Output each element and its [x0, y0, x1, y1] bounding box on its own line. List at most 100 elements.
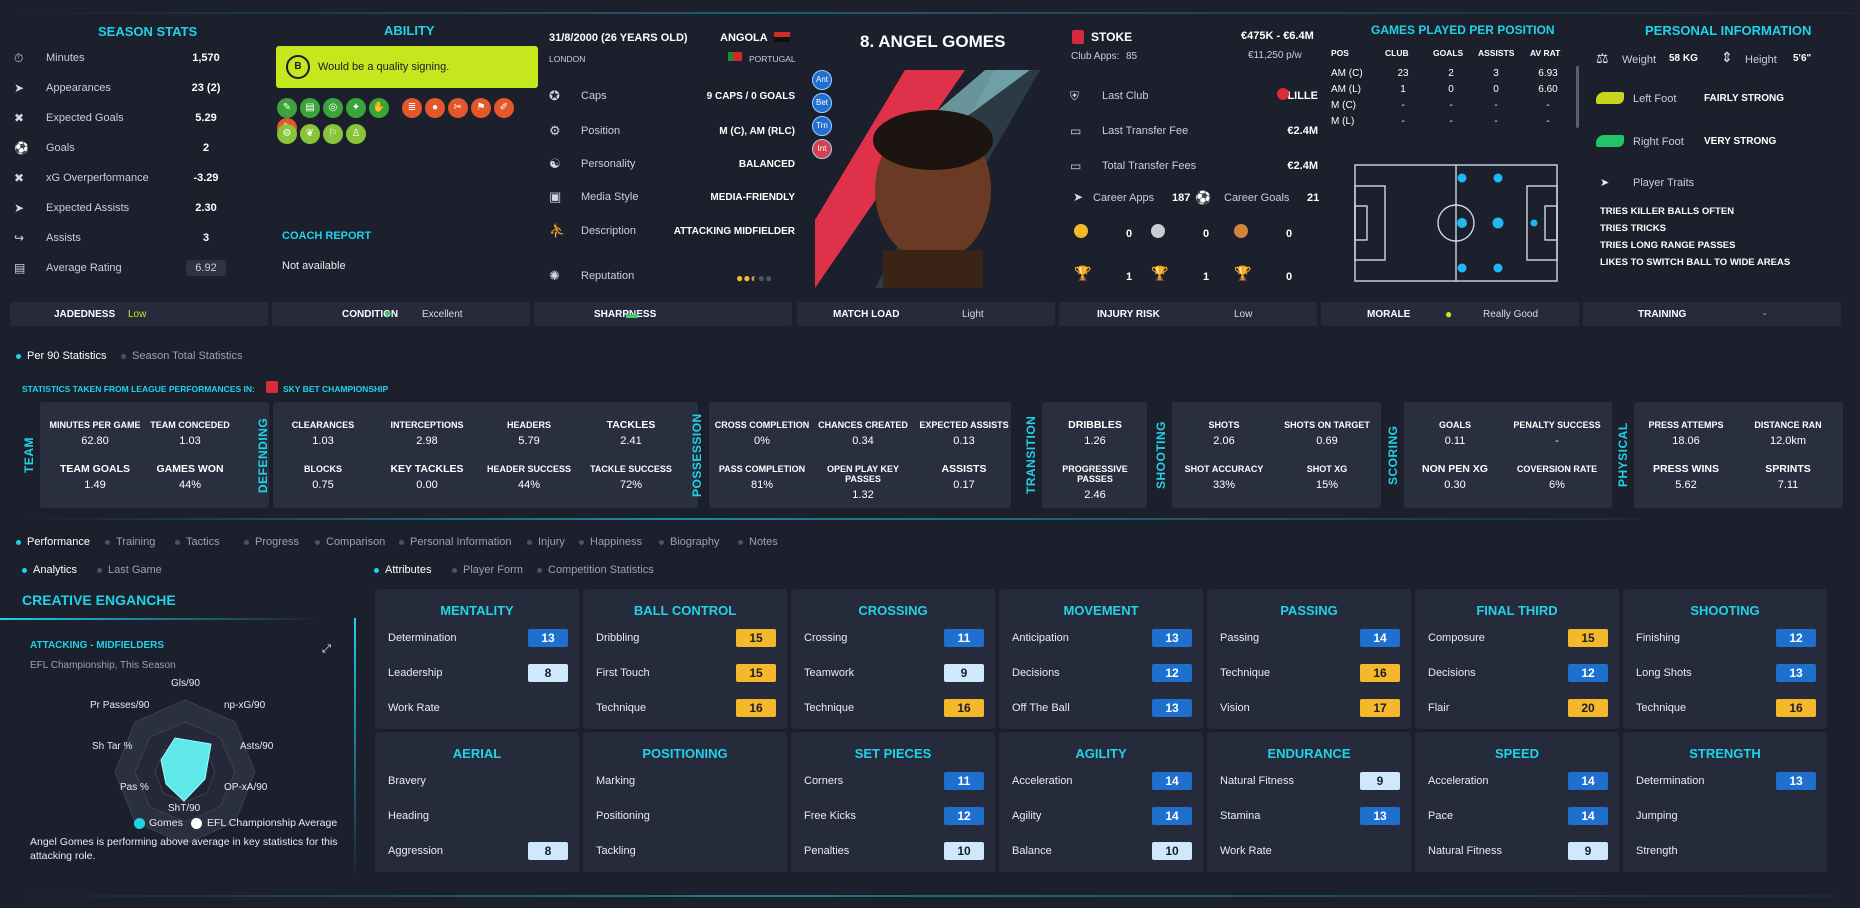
- attr-row[interactable]: Dribbling 15: [596, 628, 776, 648]
- gpp-header[interactable]: AV RAT: [1530, 48, 1561, 58]
- attr-row[interactable]: Free Kicks 12: [804, 806, 984, 826]
- attr-row[interactable]: Technique 16: [1220, 663, 1400, 683]
- club-row-value: €2.4M: [1287, 125, 1318, 137]
- skill-icon[interactable]: ♙: [346, 124, 366, 144]
- club-row-value[interactable]: LILLE: [1287, 90, 1318, 102]
- attr-name: Technique: [1636, 702, 1687, 714]
- tab-notes[interactable]: Notes: [738, 536, 778, 548]
- status-morale[interactable]: MORALE ● Really Good: [1321, 302, 1579, 326]
- tab-player-form[interactable]: Player Form: [452, 564, 523, 576]
- expand-icon[interactable]: ⤢: [322, 643, 331, 655]
- attr-row[interactable]: Corners 11: [804, 771, 984, 791]
- skill-icon[interactable]: ⚐: [323, 124, 343, 144]
- player-tag[interactable]: Trn: [812, 116, 832, 136]
- skill-icon[interactable]: ✋: [369, 98, 389, 118]
- attr-row[interactable]: Tackling: [596, 841, 776, 861]
- attr-row[interactable]: Long Shots 13: [1636, 663, 1816, 683]
- gpp-scrollbar[interactable]: [1576, 66, 1579, 128]
- tab-training[interactable]: Training: [105, 536, 155, 548]
- attr-row[interactable]: Technique 16: [804, 698, 984, 718]
- gpp-header[interactable]: GOALS: [1433, 48, 1464, 58]
- status-injury-risk[interactable]: INJURY RISK Low: [1059, 302, 1317, 326]
- player-tag[interactable]: Ant: [812, 70, 832, 90]
- attr-row[interactable]: Leadership 8: [388, 663, 568, 683]
- status-jadedness[interactable]: JADEDNESS Low: [10, 302, 268, 326]
- club-name[interactable]: STOKE: [1091, 30, 1133, 44]
- tab-last-game[interactable]: Last Game: [97, 564, 162, 576]
- skill-icon[interactable]: ▤: [300, 98, 320, 118]
- status-sharpness[interactable]: SHARPNESS ▬: [534, 302, 792, 326]
- attr-row[interactable]: Work Rate: [388, 698, 568, 718]
- attr-row[interactable]: Bravery: [388, 771, 568, 791]
- skill-icon[interactable]: ≣: [402, 98, 422, 118]
- tab-personal-information[interactable]: Personal Information: [399, 536, 512, 548]
- attr-row[interactable]: Decisions 12: [1428, 663, 1608, 683]
- attr-row[interactable]: Composure 15: [1428, 628, 1608, 648]
- attr-row[interactable]: Off The Ball 13: [1012, 698, 1192, 718]
- attr-row[interactable]: First Touch 15: [596, 663, 776, 683]
- tab-per90[interactable]: Per 90 Statistics: [16, 350, 106, 362]
- skill-icon[interactable]: ⚙: [277, 124, 297, 144]
- attr-row[interactable]: Anticipation 13: [1012, 628, 1192, 648]
- tab-progress[interactable]: Progress: [244, 536, 299, 548]
- attr-row[interactable]: Technique 16: [1636, 698, 1816, 718]
- attr-row[interactable]: Work Rate: [1220, 841, 1400, 861]
- attr-row[interactable]: Technique 16: [596, 698, 776, 718]
- skill-icon[interactable]: ❦: [300, 124, 320, 144]
- attr-row[interactable]: Crossing 11: [804, 628, 984, 648]
- attr-row[interactable]: Penalties 10: [804, 841, 984, 861]
- skill-icon[interactable]: ✂: [448, 98, 468, 118]
- tab-season-total[interactable]: Season Total Statistics: [121, 350, 242, 362]
- status-match-load[interactable]: MATCH LOAD Light: [797, 302, 1055, 326]
- status-training[interactable]: TRAINING -: [1583, 302, 1841, 326]
- tab-biography[interactable]: Biography: [659, 536, 720, 548]
- attr-row[interactable]: Natural Fitness 9: [1220, 771, 1400, 791]
- season-stat-value: 2: [202, 142, 210, 154]
- skill-icon[interactable]: ✎: [277, 98, 297, 118]
- tab-performance[interactable]: Performance: [16, 536, 90, 548]
- stat-label: GOALS: [1438, 420, 1471, 430]
- ability-rating-box[interactable]: B Would be a quality signing.: [276, 46, 538, 88]
- attr-row[interactable]: Jumping: [1636, 806, 1816, 826]
- attr-row[interactable]: Marking: [596, 771, 776, 791]
- attr-row[interactable]: Finishing 12: [1636, 628, 1816, 648]
- player-tag[interactable]: Int: [812, 139, 832, 159]
- attr-row[interactable]: Agility 14: [1012, 806, 1192, 826]
- attr-row[interactable]: Passing 14: [1220, 628, 1400, 648]
- tab-attributes[interactable]: Attributes: [374, 564, 431, 576]
- attr-row[interactable]: Natural Fitness 9: [1428, 841, 1608, 861]
- tab-injury[interactable]: Injury: [527, 536, 565, 548]
- attr-row[interactable]: Heading: [388, 806, 568, 826]
- attr-row[interactable]: Acceleration 14: [1012, 771, 1192, 791]
- status-condition[interactable]: CONDITION ♥ Excellent: [272, 302, 530, 326]
- player-tag[interactable]: Bet: [812, 93, 832, 113]
- attr-row[interactable]: Flair 20: [1428, 698, 1608, 718]
- tab-tactics[interactable]: Tactics: [175, 536, 220, 548]
- attr-row[interactable]: Teamwork 9: [804, 663, 984, 683]
- skill-icon[interactable]: ◎: [323, 98, 343, 118]
- skill-icon[interactable]: ✐: [494, 98, 514, 118]
- attr-row[interactable]: Determination 13: [388, 628, 568, 648]
- attr-row[interactable]: Strength: [1636, 841, 1816, 861]
- attr-row[interactable]: Stamina 13: [1220, 806, 1400, 826]
- tab-analytics[interactable]: Analytics: [22, 564, 77, 576]
- attr-row[interactable]: Positioning: [596, 806, 776, 826]
- attr-value-badge: 17: [1360, 699, 1400, 717]
- attr-row[interactable]: Decisions 12: [1012, 663, 1192, 683]
- gpp-header[interactable]: CLUB: [1385, 48, 1409, 58]
- role-context: EFL Championship, This Season: [30, 660, 176, 671]
- league-name[interactable]: SKY BET CHAMPIONSHIP: [283, 384, 389, 394]
- tab-competition-stats[interactable]: Competition Statistics: [537, 564, 654, 576]
- skill-icon[interactable]: ✦: [346, 98, 366, 118]
- tab-comparison[interactable]: Comparison: [315, 536, 385, 548]
- skill-icon[interactable]: ●: [425, 98, 445, 118]
- attr-row[interactable]: Acceleration 14: [1428, 771, 1608, 791]
- attr-row[interactable]: Vision 17: [1220, 698, 1400, 718]
- skill-icon[interactable]: ⚑: [471, 98, 491, 118]
- attr-row[interactable]: Pace 14: [1428, 806, 1608, 826]
- gpp-header[interactable]: ASSISTS: [1478, 48, 1515, 58]
- tab-happiness[interactable]: Happiness: [579, 536, 642, 548]
- attr-row[interactable]: Balance 10: [1012, 841, 1192, 861]
- attr-row[interactable]: Aggression 8: [388, 841, 568, 861]
- attr-row[interactable]: Determination 13: [1636, 771, 1816, 791]
